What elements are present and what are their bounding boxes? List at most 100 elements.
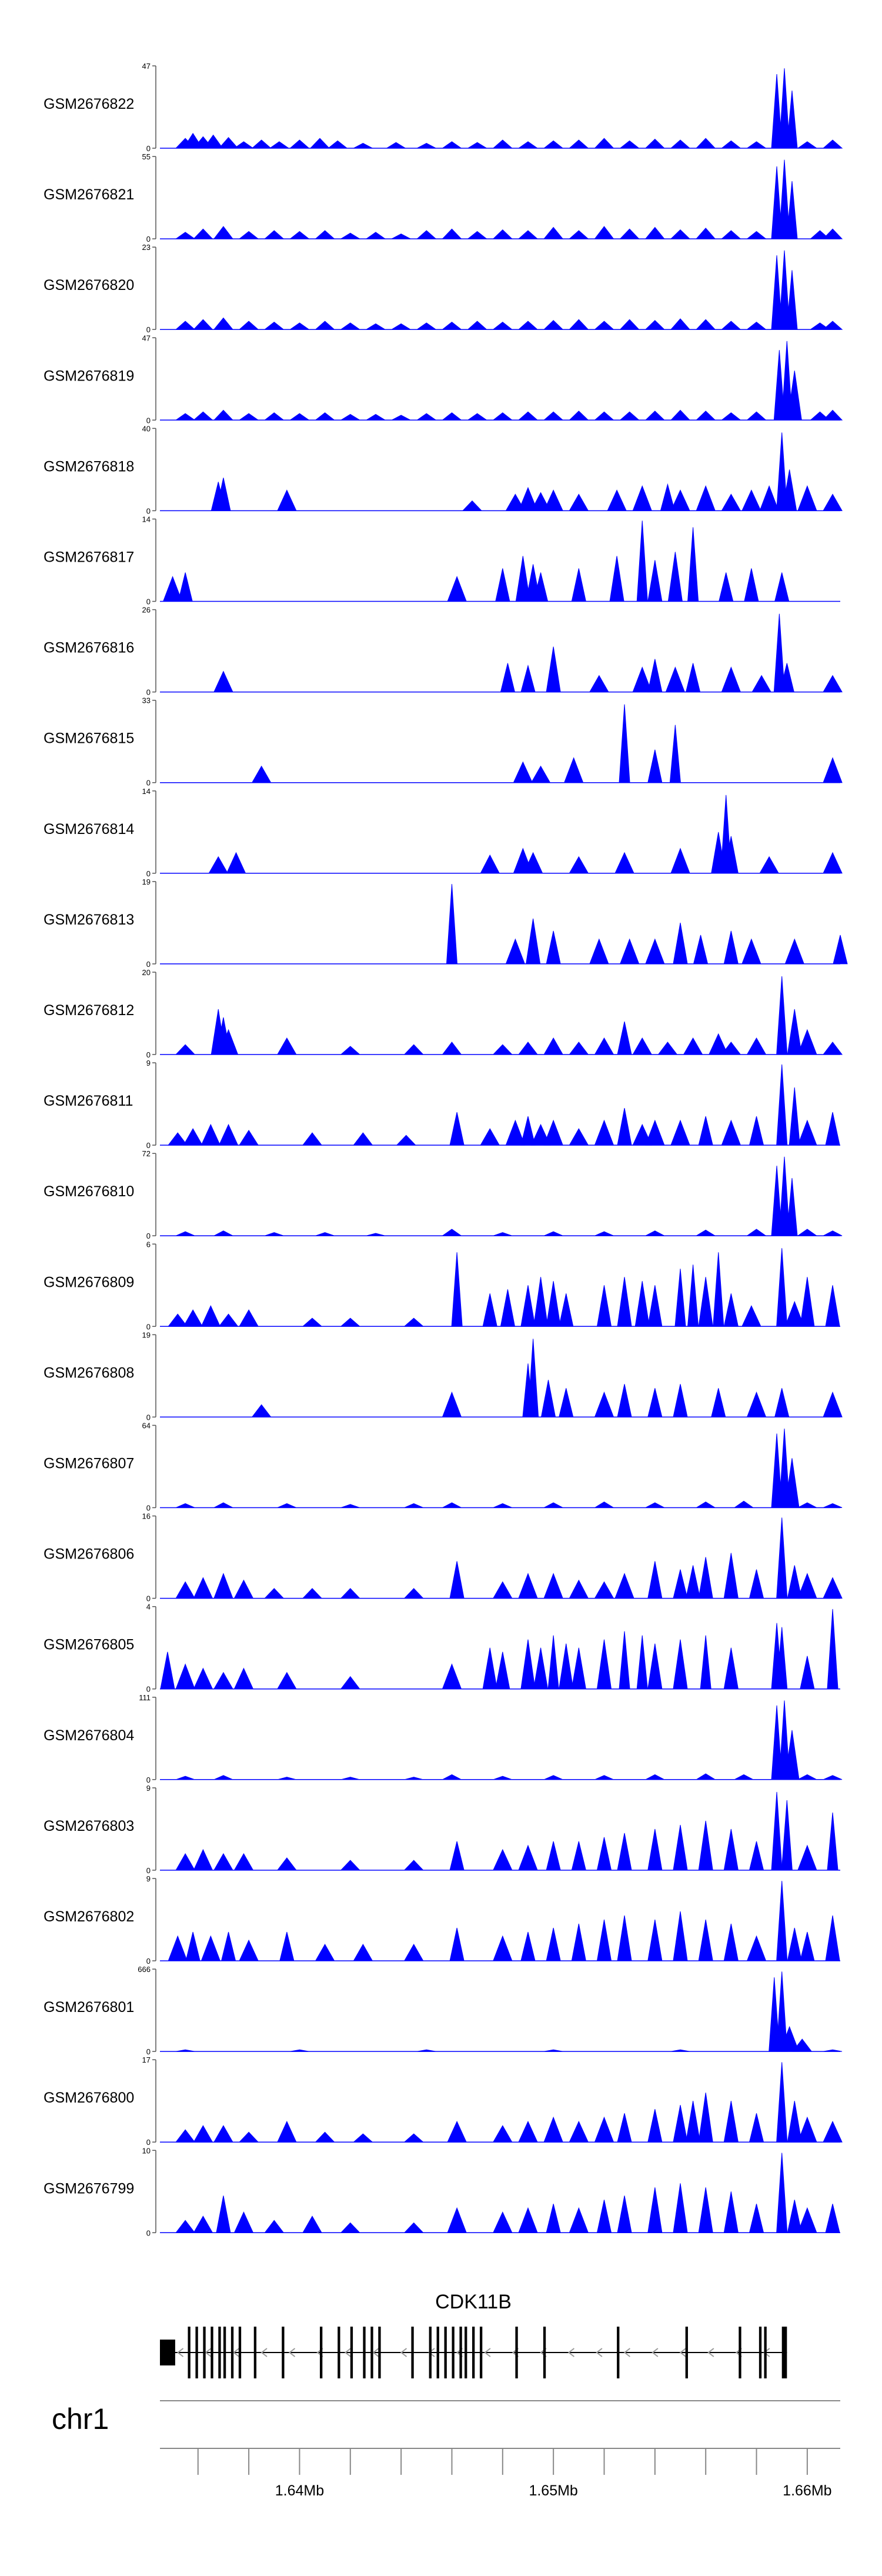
signal-peak bbox=[644, 226, 665, 239]
signal-peak bbox=[759, 485, 779, 511]
signal-peak bbox=[797, 1119, 817, 1146]
gene-exon bbox=[452, 2327, 455, 2378]
signal-peak bbox=[593, 1501, 615, 1508]
y-axis-zero-label: 0 bbox=[146, 1685, 151, 1694]
signal-peak bbox=[594, 1391, 614, 1417]
y-axis-max-label: 9 bbox=[146, 1874, 151, 1883]
y-axis-zero-label: 0 bbox=[146, 779, 151, 788]
signal-peak bbox=[673, 922, 688, 965]
signal-peak bbox=[670, 847, 690, 874]
signal-peak bbox=[797, 141, 818, 149]
signal-peak bbox=[782, 469, 797, 511]
signal-peak bbox=[670, 229, 691, 239]
track-label: GSM2676809 bbox=[44, 1274, 134, 1290]
signal-peak bbox=[746, 1935, 767, 1961]
signal-peak bbox=[517, 141, 539, 149]
signal-peak bbox=[517, 230, 539, 239]
signal-peak bbox=[441, 1229, 463, 1236]
signal-peak bbox=[569, 1042, 589, 1055]
signal-peak bbox=[686, 2101, 701, 2143]
signal-peak bbox=[493, 2211, 513, 2233]
track-label: GSM2676804 bbox=[44, 1727, 134, 1744]
signal-peak bbox=[289, 322, 310, 330]
signal-peak bbox=[569, 2120, 589, 2143]
signal-peak bbox=[784, 1730, 800, 1780]
signal-peak bbox=[493, 1503, 513, 1508]
signal-peak bbox=[482, 1647, 497, 1690]
signal-peak bbox=[665, 666, 686, 693]
signal-peak bbox=[721, 493, 741, 511]
signal-peak bbox=[175, 1581, 196, 1599]
signal-peak bbox=[617, 1915, 632, 1961]
signal-peak bbox=[160, 1651, 175, 1690]
signal-peak bbox=[823, 1230, 843, 1236]
signal-peak bbox=[543, 140, 564, 149]
signal-peak bbox=[571, 1841, 586, 1871]
signal-peak bbox=[449, 1841, 465, 1871]
signal-peak bbox=[670, 2049, 690, 2052]
signal-peak bbox=[168, 1935, 188, 1961]
signal-peak bbox=[746, 231, 767, 239]
signal-peak bbox=[713, 1252, 724, 1327]
signal-peak bbox=[594, 226, 614, 239]
signal-peak bbox=[518, 1573, 538, 1599]
signal-peak bbox=[238, 231, 259, 239]
signal-peak bbox=[176, 2049, 195, 2052]
signal-peak bbox=[779, 1700, 790, 1780]
signal-peak bbox=[781, 1800, 793, 1871]
signal-peak bbox=[213, 670, 233, 693]
signal-peak bbox=[644, 320, 666, 330]
signal-peak bbox=[823, 757, 843, 783]
signal-peak bbox=[442, 1391, 462, 1417]
track-label: GSM2676805 bbox=[44, 1637, 134, 1653]
strand-arrow bbox=[484, 2348, 491, 2357]
signal-peak bbox=[302, 1132, 323, 1146]
signal-peak bbox=[825, 1285, 840, 1327]
strand-arrow bbox=[205, 2348, 212, 2357]
y-axis-zero-label: 0 bbox=[146, 2228, 151, 2237]
signal-peak bbox=[226, 852, 246, 874]
signal-peak bbox=[571, 1923, 586, 1961]
signal-peak bbox=[810, 411, 830, 421]
signal-peak bbox=[723, 2191, 739, 2233]
y-axis-max-label: 17 bbox=[142, 2056, 151, 2064]
signal-peak bbox=[505, 1119, 526, 1146]
signal-peak bbox=[315, 2131, 335, 2143]
track-GSM2676817: GSM2676817 14 0 bbox=[44, 515, 840, 606]
signal-peak bbox=[741, 1305, 761, 1327]
signal-peak bbox=[723, 1828, 739, 1871]
signal-peak bbox=[823, 1577, 843, 1599]
strand-arrow bbox=[344, 2348, 352, 2357]
signal-peak bbox=[784, 1458, 800, 1508]
signal-peak bbox=[540, 1380, 556, 1417]
signal-peak bbox=[442, 1042, 462, 1055]
track-label: GSM2676816 bbox=[44, 640, 134, 656]
signal-peak bbox=[822, 321, 843, 330]
signal-peak bbox=[233, 2211, 254, 2233]
track-GSM2676816: GSM2676816 26 0 bbox=[44, 606, 843, 697]
signal-peak bbox=[391, 415, 411, 421]
signal-peak bbox=[569, 139, 589, 149]
signal-peak bbox=[822, 228, 843, 239]
signal-peak bbox=[213, 226, 233, 239]
track-GSM2676801: GSM2676801 666 0 bbox=[44, 1965, 843, 2056]
signal-peak bbox=[774, 572, 790, 602]
track-GSM2676802: GSM2676802 9 0 bbox=[44, 1874, 840, 1966]
signal-peak bbox=[263, 230, 285, 239]
signal-peak bbox=[800, 1656, 815, 1690]
track-GSM2676819: GSM2676819 47 0 bbox=[44, 333, 843, 425]
signal-peak bbox=[776, 1627, 788, 1690]
signal-peak bbox=[779, 663, 794, 693]
signal-peak bbox=[670, 489, 690, 511]
signal-peak bbox=[695, 1773, 716, 1780]
y-axis-max-label: 64 bbox=[142, 1422, 151, 1430]
strand-arrow bbox=[232, 2348, 240, 2357]
signal-peak bbox=[721, 666, 741, 693]
signal-peak bbox=[787, 1927, 802, 1961]
strand-arrow bbox=[400, 2348, 407, 2357]
signal-peak bbox=[239, 1939, 259, 1961]
signal-peak bbox=[175, 232, 196, 239]
signal-peak bbox=[176, 1776, 195, 1780]
strand-arrow bbox=[288, 2348, 296, 2357]
signal-peak bbox=[569, 2207, 589, 2233]
